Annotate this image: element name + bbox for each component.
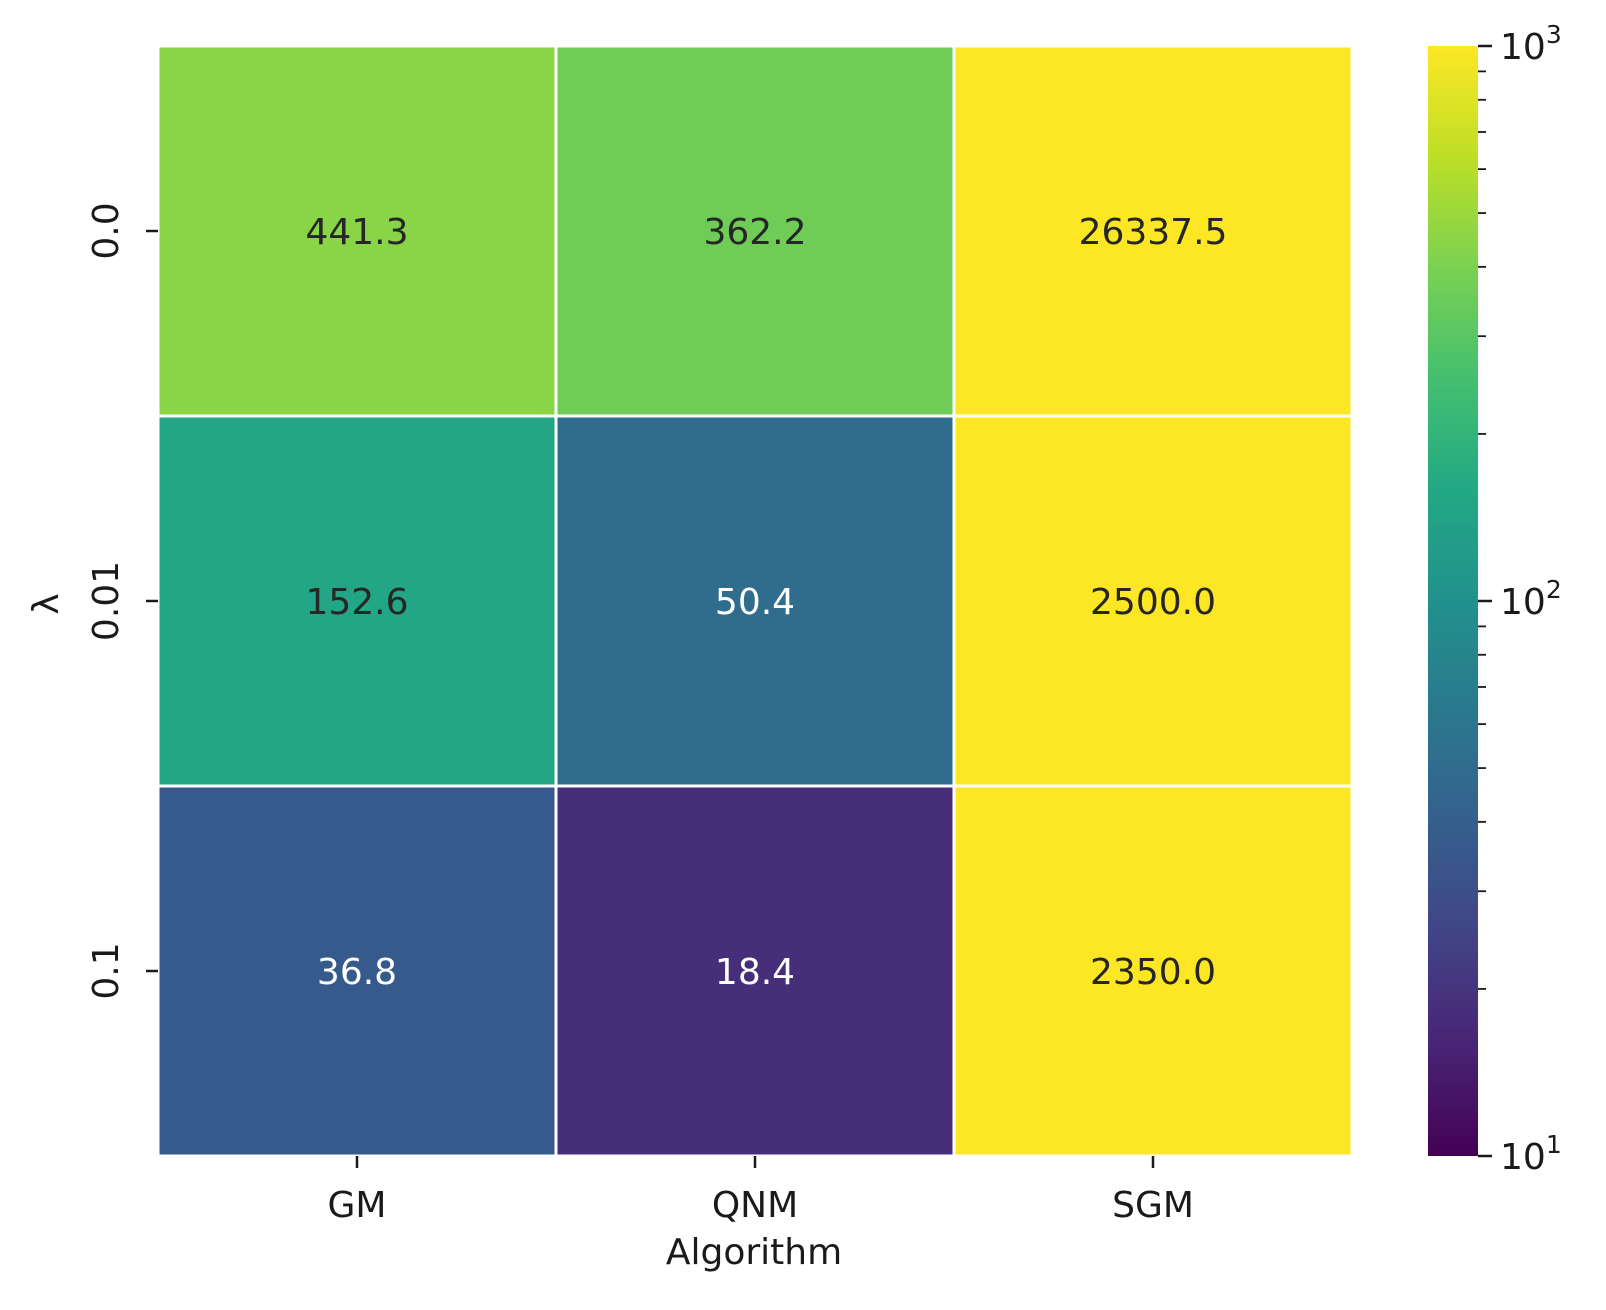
cell-value-label: 152.6 <box>305 582 408 623</box>
cell-value-label: 50.4 <box>715 582 795 623</box>
cell-value-label: 2350.0 <box>1090 952 1216 993</box>
heatmap-cells <box>156 44 1354 1158</box>
x-axis: GM QNM SGM <box>328 1156 1194 1226</box>
y-tick-label: 0.1 <box>86 942 127 999</box>
heatmap-cell <box>554 44 956 418</box>
heatmap-cell <box>952 44 1354 418</box>
heatmap-cell <box>952 414 1354 788</box>
heatmap-cell <box>156 44 558 418</box>
y-axis: 0.0 0.01 0.1 <box>86 202 158 1000</box>
colorbar-ticks: 101 102 103 <box>1478 20 1562 1178</box>
heatmap-cell <box>554 784 956 1158</box>
y-tick-label: 0.0 <box>86 202 127 259</box>
colorbar-tick-label: 101 <box>1500 1130 1562 1178</box>
cell-value-label: 36.8 <box>317 952 397 993</box>
x-axis-label: Algorithm <box>666 1232 842 1273</box>
cell-value-label: 2500.0 <box>1090 582 1216 623</box>
heatmap-cell <box>554 414 956 788</box>
colorbar-tick-label: 103 <box>1500 20 1562 68</box>
x-tick-label: QNM <box>712 1185 798 1226</box>
cell-value-label: 362.2 <box>703 212 806 253</box>
colorbar-tick-label: 102 <box>1500 575 1562 623</box>
y-axis-label: λ <box>26 593 67 614</box>
heatmap-cell-labels: 441.3 362.2 26337.5 152.6 50.4 2500.0 36.8 18.4… <box>305 212 1227 993</box>
heatmap-cell <box>156 414 558 788</box>
colorbar <box>1428 46 1478 1156</box>
x-tick-label: SGM <box>1112 1185 1194 1226</box>
y-tick-label: 0.01 <box>86 561 127 641</box>
cell-value-label: 441.3 <box>305 212 408 253</box>
cell-value-label: 26337.5 <box>1079 212 1228 253</box>
x-tick-label: GM <box>328 1185 387 1226</box>
cell-value-label: 18.4 <box>715 952 795 993</box>
